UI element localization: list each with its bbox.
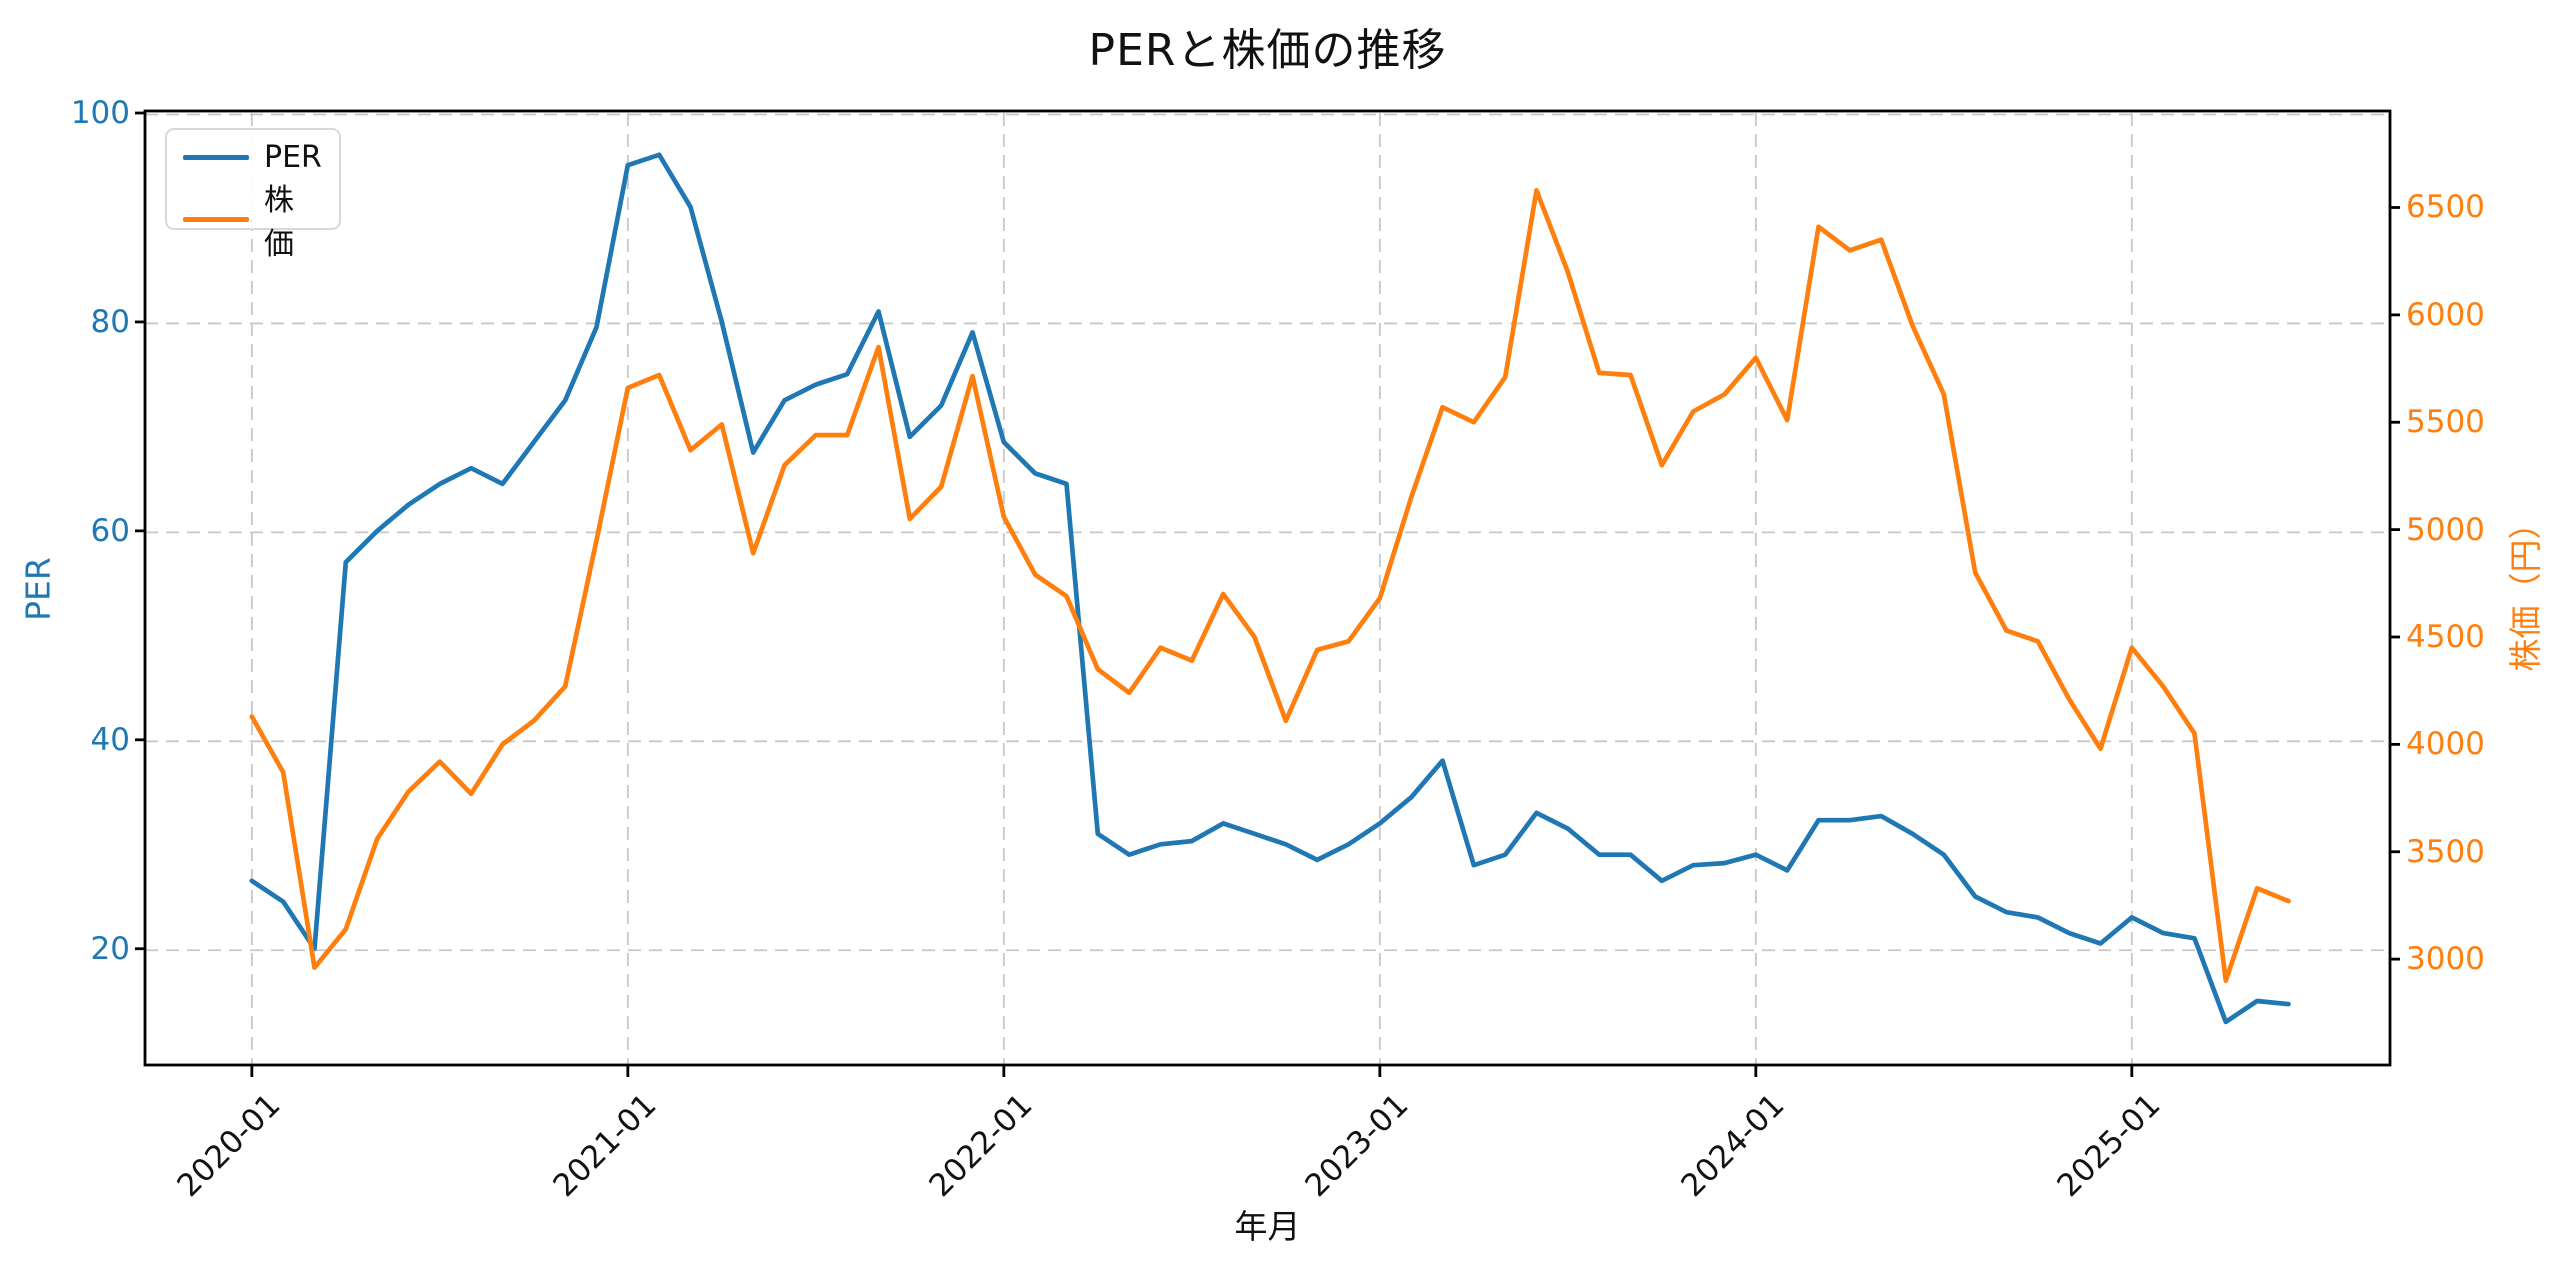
legend-item-kabuka: 株価: [183, 175, 323, 263]
legend: PER 株価: [165, 128, 341, 262]
kabuka-line-sample-icon: [183, 216, 249, 222]
y-axis-left-tick-40: 40: [90, 721, 130, 758]
chart-title: PERと株価の推移: [1088, 25, 1447, 76]
per-line-sample-icon: [183, 155, 249, 160]
kabuka-line: [249, 187, 2291, 983]
y-axis-left-tick-20: 20: [90, 930, 130, 967]
per-line: [249, 152, 2291, 1025]
legend-item-per: PER: [183, 140, 323, 175]
x-axis-label: 年月: [1234, 1207, 1301, 1246]
y-axis-left-tick-100: 100: [70, 95, 130, 131]
y-axis-right-tick-4000: 4000: [2406, 726, 2485, 763]
legend-label-kabuka: 株価: [264, 183, 294, 262]
y-axis-right-label: 株価（円）: [2506, 506, 2545, 672]
y-axis-right-tick-3000: 3000: [2406, 941, 2485, 978]
y-axis-left-tick-60: 60: [90, 512, 130, 549]
y-axis-right-tick-4500: 4500: [2406, 618, 2485, 655]
legend-label-per: PER: [264, 140, 322, 175]
y-axis-right-tick-6000: 6000: [2406, 296, 2485, 333]
y-axis-left-tick-80: 80: [90, 303, 130, 340]
axes-spines: [143, 109, 2392, 1067]
y-axis-right-tick-5500: 5500: [2406, 404, 2485, 441]
y-axis-right-tick-3500: 3500: [2406, 833, 2485, 870]
y-axis-right-tick-5000: 5000: [2406, 511, 2485, 548]
y-axis-left-label: PER: [18, 557, 58, 621]
y-axis-right-tick-6500: 6500: [2406, 189, 2485, 226]
